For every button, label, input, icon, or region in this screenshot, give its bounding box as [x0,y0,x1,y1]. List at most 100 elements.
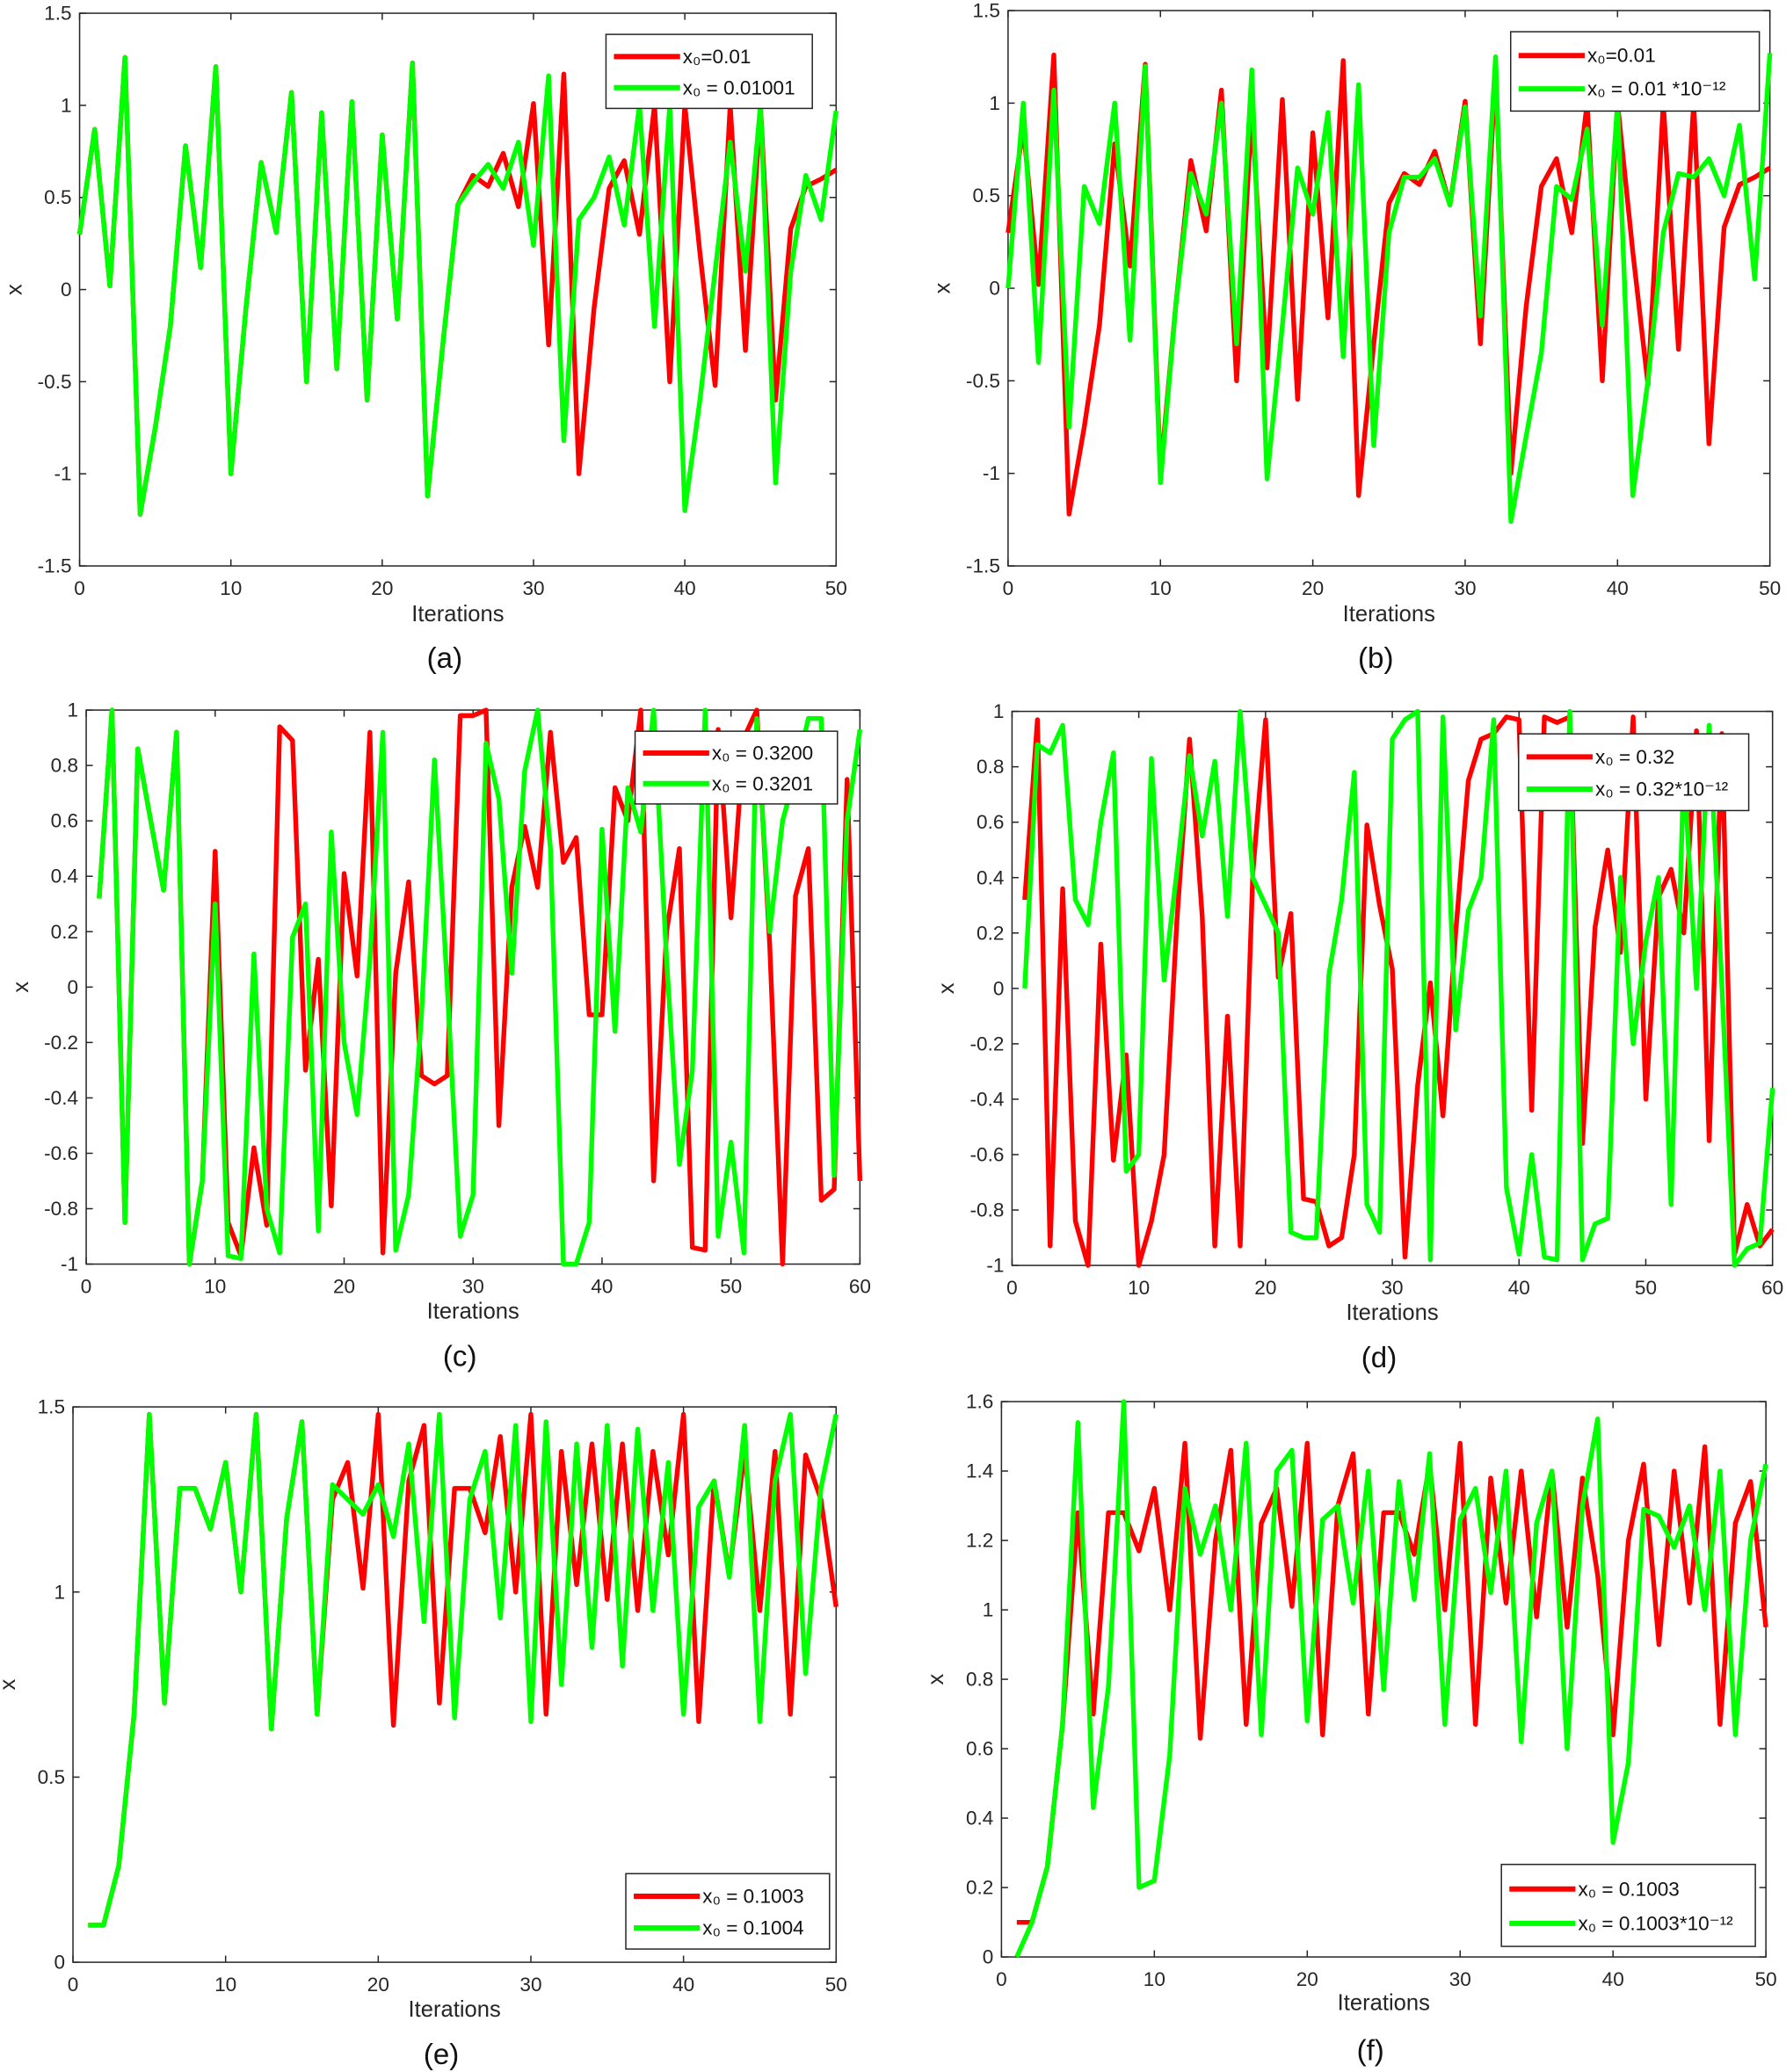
legend-box [1518,733,1750,812]
legend-label: x₀ = 0.1003 [702,1886,803,1908]
x-tick-label: 60 [1761,1277,1783,1299]
x-tick-label: 20 [333,1276,355,1298]
y-tick-label: 1 [983,1599,994,1621]
x-tick-label: 30 [1454,577,1476,599]
y-tick-label: 0 [61,279,72,301]
y-tick-label: 0 [989,278,1000,300]
y-tick-label: 0.6 [51,810,78,832]
x-tick-label: 10 [1128,1277,1150,1299]
x-tick-label: 20 [367,1974,389,1996]
x-tick-label: 40 [1607,577,1629,599]
x-tick-label: 40 [674,577,696,599]
x-axis-label: Iterations [1343,602,1435,627]
x-tick-label: 50 [825,577,847,599]
y-tick-label: -0.5 [38,371,72,393]
x-tick-label: 10 [1150,577,1172,599]
x-axis-label: Iterations [411,602,504,627]
series-line-2 [1014,1399,1768,1959]
legend-label: x₀ = 0.1003 [1578,1878,1679,1900]
y-tick-label: -0.2 [970,1032,1005,1054]
x-tick-label: 0 [68,1974,79,1996]
y-axis-label: x [9,982,33,993]
legend-box [625,1873,831,1950]
y-axis-label: x [934,982,959,994]
y-tick-label: 0.8 [976,756,1004,778]
panel-caption: (b) [1358,642,1393,675]
legend: x₀ = 0.32 x₀ = 0.32*10⁻¹² [1518,733,1750,812]
y-tick-label: 1.5 [38,1396,65,1418]
x-tick-label: 30 [1382,1277,1404,1299]
y-tick-label: 0.2 [51,921,78,943]
legend: x₀=0.01 x₀ = 0.01 *10⁻¹² [1509,31,1761,112]
legend-label: x₀ = 0.1003*10⁻¹² [1578,1912,1733,1934]
y-tick-label: -0.4 [44,1087,78,1109]
y-tick-label: -0.4 [970,1088,1005,1110]
y-tick-label: 0 [67,976,78,998]
x-tick-label: 0 [1006,1277,1018,1299]
legend-box [1509,31,1761,112]
y-tick-label: 0.2 [976,922,1004,944]
y-tick-label: -1 [54,463,71,485]
y-tick-label: 0 [983,1946,994,1968]
legend: x₀=0.01 x₀ = 0.01001 [605,33,813,110]
x-tick-label: 60 [849,1276,871,1298]
panel-caption: (c) [443,1340,477,1373]
x-tick-label: 40 [1602,1968,1624,1990]
chart-panel-b: 0 10 20 30 40 50 -1.5 -1 -0.5 0 0.5 1 1.5 Iterations x… [931,0,1782,675]
y-tick-label: 0 [54,1952,65,1974]
y-tick-label: 0.5 [38,1766,65,1788]
y-tick-label: 0.4 [966,1808,993,1829]
y-tick-label: 0.6 [976,811,1004,833]
y-tick-label: -0.6 [44,1142,78,1164]
x-tick-label: 50 [720,1276,742,1298]
y-tick-label: -1.5 [38,555,72,577]
y-tick-label: 1.2 [966,1530,993,1552]
panel-caption: (f) [1357,2034,1384,2067]
series-line-1 [1016,1440,1768,1925]
series-line-2 [88,1411,839,1928]
y-tick-label: 1 [67,699,78,721]
y-axis-label: x [0,1678,20,1690]
legend-label: x₀ = 0.3201 [712,772,813,794]
y-tick-label: -0.5 [966,370,1000,392]
x-tick-label: 30 [522,577,544,599]
x-tick-label: 10 [214,1974,236,1996]
x-tick-label: 10 [204,1276,226,1298]
x-tick-label: 40 [672,1974,694,1996]
y-tick-label: 1 [993,700,1005,722]
y-tick-label: -1 [986,1255,1004,1277]
x-tick-label: 50 [825,1974,847,1996]
x-tick-label: 30 [1449,1968,1471,1990]
y-tick-label: -1 [61,1253,78,1275]
y-tick-label: 0.4 [51,866,78,887]
panel-caption: (a) [427,642,462,675]
x-axis-label: Iterations [1338,1990,1430,2015]
x-tick-label: 10 [1143,1968,1165,1990]
y-tick-label: 1 [61,94,72,116]
x-axis-label: Iterations [1346,1300,1438,1325]
y-tick-label: -0.2 [44,1032,78,1054]
x-axis-label: Iterations [427,1299,519,1323]
legend-label: x₀=0.01 [683,46,751,68]
legend-box [634,730,839,805]
legend-label: x₀ = 0.01 *10⁻¹² [1587,78,1726,100]
y-tick-label: -1.5 [966,555,1000,577]
y-axis-label: x [2,284,26,295]
x-tick-label: 0 [74,577,85,599]
y-tick-label: -0.6 [970,1144,1005,1166]
series-line-1 [1022,714,1775,1268]
legend-label: x₀ = 0.32*10⁻¹² [1595,779,1729,801]
panel-caption: (e) [424,2039,459,2071]
y-tick-label: 0.2 [966,1877,993,1899]
x-tick-label: 30 [462,1276,484,1298]
legend: x₀ = 0.1003 x₀ = 0.1004 [625,1873,831,1950]
x-tick-label: 50 [1759,577,1781,599]
y-tick-label: 0 [993,977,1005,999]
x-tick-label: 40 [1508,1277,1530,1299]
chart-panel-d: 0 10 20 30 40 50 60 -1 -0.8 -0.6 -0.4 -0.2 0 0.2 0.4 0.… [934,700,1783,1374]
y-tick-label: -0.8 [44,1198,78,1220]
y-tick-label: 1.4 [966,1460,993,1482]
y-tick-label: -0.8 [970,1199,1005,1221]
y-tick-label: 0.5 [973,185,1000,206]
chart-panel-c: 0 10 20 30 40 50 60 -1 -0.8 -0.6 -0.4 -0.2 0 0.2 0.4 0.… [9,699,871,1373]
